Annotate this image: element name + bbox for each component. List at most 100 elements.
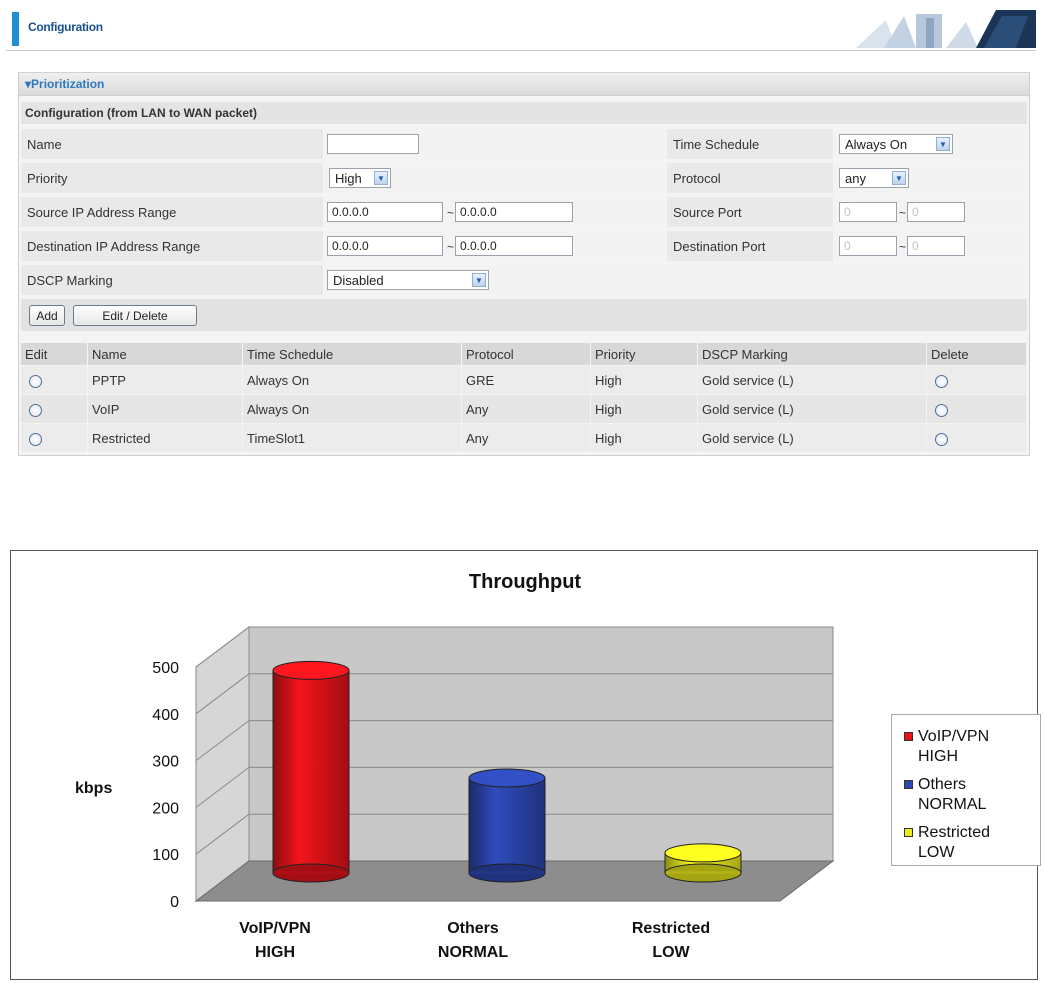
source-port-value-cell: ~	[835, 197, 1027, 227]
y-tick-label: 100	[152, 847, 179, 864]
form-row-destination: Destination IP Address Range ~ Destinati…	[21, 231, 1027, 261]
source-ip-start-input[interactable]	[327, 202, 443, 222]
bar-top	[664, 843, 742, 863]
form-row-priority: Priority High ▼ Protocol any ▼	[21, 163, 1027, 193]
header-accent-bar	[12, 12, 19, 46]
name-label: Name	[27, 137, 62, 152]
bar-base-fill	[274, 871, 348, 874]
legend-swatch	[904, 828, 913, 837]
x-tick-label: Others	[447, 920, 499, 937]
dest-ip-value-cell: ~	[325, 231, 665, 261]
col-header-delete: Delete	[926, 343, 1027, 366]
col-header-name: Name	[87, 343, 243, 366]
delete-cell	[926, 365, 1027, 395]
bar-top	[272, 660, 350, 680]
source-port-end-input[interactable]	[907, 202, 965, 222]
dscp-marking-select[interactable]: Disabled ▼	[327, 270, 489, 290]
gridline	[195, 767, 250, 808]
bar-1	[468, 768, 546, 883]
chart-canvas: 0 100 200 300 400 500 kbps VoIP/VPN HIGH Others NO…	[75, 625, 835, 961]
rule-priority: High	[590, 365, 698, 395]
chevron-down-icon: ▼	[936, 137, 950, 151]
chevron-down-icon: ▼	[472, 273, 486, 287]
header-banner-image	[856, 10, 1036, 48]
time-schedule-label: Time Schedule	[673, 137, 760, 152]
y-axis-label: kbps	[75, 780, 112, 797]
name-value-cell	[325, 129, 665, 159]
protocol-select[interactable]: any ▼	[839, 168, 909, 188]
chevron-down-icon: ▼	[892, 171, 906, 185]
col-header-protocol: Protocol	[461, 343, 591, 366]
add-button[interactable]: Add	[29, 305, 65, 326]
time-schedule-select[interactable]: Always On ▼	[839, 134, 953, 154]
bar-body	[272, 669, 350, 874]
bar-body	[468, 777, 546, 874]
edit-radio[interactable]	[29, 432, 42, 446]
edit-cell	[21, 394, 88, 424]
priority-select[interactable]: High ▼	[329, 168, 391, 188]
col-header-time-schedule: Time Schedule	[242, 343, 462, 366]
source-port-start-input[interactable]	[839, 202, 897, 222]
col-header-dscp-marking: DSCP Marking	[697, 343, 927, 366]
edit-cell	[21, 423, 88, 452]
dest-ip-end-input[interactable]	[455, 236, 573, 256]
name-input[interactable]	[327, 134, 419, 154]
dscp-value-cell: Disabled ▼	[325, 265, 1027, 295]
delete-radio[interactable]	[935, 432, 948, 446]
dest-port-label-cell: Destination Port	[667, 231, 833, 261]
x-tick-label: VoIP/VPN	[239, 920, 311, 937]
source-ip-end-input[interactable]	[455, 202, 573, 222]
edit-radio[interactable]	[29, 374, 42, 388]
table-header-row: Edit Name Time Schedule Protocol Priorit…	[21, 343, 1027, 366]
dest-ip-label: Destination IP Address Range	[27, 239, 201, 254]
legend-label: Restricted LOW	[918, 824, 991, 861]
lan-to-wan-subheading: Configuration (from LAN to WAN packet)	[21, 102, 1027, 124]
chart-legend: VoIP/VPN HIGH Others NORMAL Restricted LOW	[891, 714, 1041, 866]
throughput-chart: Throughput 0 100 200 300 400 500 kbps VoIP/VPN H…	[10, 550, 1041, 980]
time-schedule-selected: Always On	[845, 137, 908, 152]
chart-side-wall	[195, 625, 250, 903]
form-row-name: Name Time Schedule Always On ▼	[21, 129, 1027, 159]
rule-protocol: Any	[461, 423, 591, 452]
subheading-text: Configuration (from LAN to WAN packet)	[25, 106, 257, 120]
gridline	[195, 626, 250, 668]
source-port-label: Source Port	[673, 205, 742, 220]
page-header: Configuration	[6, 8, 1036, 51]
rule-time-schedule: Always On	[242, 365, 462, 395]
rule-priority: High	[590, 423, 698, 452]
delete-radio[interactable]	[935, 403, 948, 417]
legend-swatch	[904, 732, 913, 741]
bar-base-fill	[470, 871, 544, 874]
delete-radio[interactable]	[935, 374, 948, 388]
protocol-value-cell: any ▼	[835, 163, 1027, 193]
edit-radio[interactable]	[29, 403, 42, 417]
dest-ip-start-input[interactable]	[327, 236, 443, 256]
page-title: Configuration	[28, 20, 103, 34]
rule-name: PPTP	[87, 365, 243, 395]
y-tick-label: 500	[152, 660, 179, 677]
edit-delete-button[interactable]: Edit / Delete	[73, 305, 197, 326]
dest-ip-label-cell: Destination IP Address Range	[21, 231, 323, 261]
bar-2	[664, 843, 742, 883]
x-tick-label: NORMAL	[438, 944, 508, 961]
legend-label: VoIP/VPN HIGH	[918, 728, 990, 765]
gridline	[195, 813, 250, 855]
rule-dscp-marking: Gold service (L)	[697, 365, 927, 395]
source-ip-label-cell: Source IP Address Range	[21, 197, 323, 227]
rule-protocol: GRE	[461, 365, 591, 395]
bar-base-fill	[666, 871, 740, 874]
priority-label-cell: Priority	[21, 163, 323, 193]
source-ip-value-cell: ~	[325, 197, 665, 227]
gridline	[195, 720, 250, 761]
edit-cell	[21, 365, 88, 395]
dest-port-start-input[interactable]	[839, 236, 897, 256]
prioritization-section-title: ▾Prioritization	[25, 77, 105, 91]
range-separator: ~	[447, 206, 455, 220]
dest-port-end-input[interactable]	[907, 236, 965, 256]
prioritization-section-header[interactable]: ▾Prioritization	[19, 73, 1029, 96]
chevron-down-icon: ▼	[374, 171, 388, 185]
protocol-selected: any	[845, 171, 866, 186]
bar-top	[468, 768, 546, 788]
y-tick-label: 400	[152, 707, 179, 724]
rule-name: Restricted	[87, 423, 243, 452]
